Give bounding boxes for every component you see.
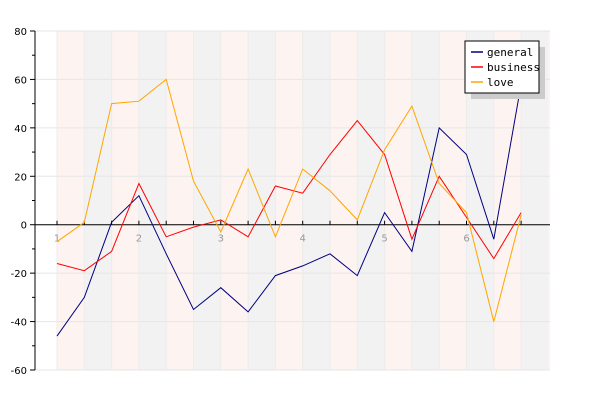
background-band <box>138 31 167 370</box>
y-tick-label: 20 <box>14 172 27 183</box>
background-band <box>248 31 276 370</box>
legend-label-general: general <box>487 46 533 59</box>
y-tick-label: 0 <box>21 221 27 232</box>
legend-label-business: business <box>487 61 540 74</box>
gridlines <box>35 30 550 371</box>
x-tick-label: 1 <box>54 234 60 245</box>
y-axis-ticks: -60 -40 -20 0 20 40 60 80 <box>11 27 35 377</box>
x-tick-label: 2 <box>136 234 142 245</box>
legend: general business love <box>464 40 545 99</box>
y-tick-label: 80 <box>14 27 27 38</box>
background-band <box>57 31 85 370</box>
background-band <box>357 31 385 370</box>
plot-background-bands <box>57 31 550 370</box>
background-band <box>411 31 440 370</box>
y-tick-label: -60 <box>11 366 27 377</box>
series-line-love <box>56 78 522 322</box>
series-line-business <box>56 119 522 272</box>
y-tick-label: -40 <box>11 318 27 329</box>
series-line-general <box>56 84 522 337</box>
background-band <box>548 31 550 370</box>
y-tick-label: 60 <box>14 75 27 86</box>
x-tick-label: 6 <box>463 234 469 245</box>
y-tick-label: 40 <box>14 124 27 135</box>
legend-label-love: love <box>487 76 514 89</box>
background-band <box>302 31 330 370</box>
series-lines <box>56 78 522 337</box>
background-band <box>275 31 303 370</box>
y-tick-label: -20 <box>11 269 27 280</box>
background-band <box>84 31 112 370</box>
x-axis-ticks: 1 2 3 4 5 6 <box>54 220 522 245</box>
background-band <box>330 31 358 370</box>
x-tick-label: 5 <box>381 234 387 245</box>
background-band <box>111 31 139 370</box>
background-band <box>166 31 194 370</box>
background-band <box>193 31 221 370</box>
x-tick-label: 3 <box>218 234 224 245</box>
background-band <box>439 31 467 370</box>
background-band <box>384 31 412 370</box>
x-tick-label: 4 <box>300 234 306 245</box>
